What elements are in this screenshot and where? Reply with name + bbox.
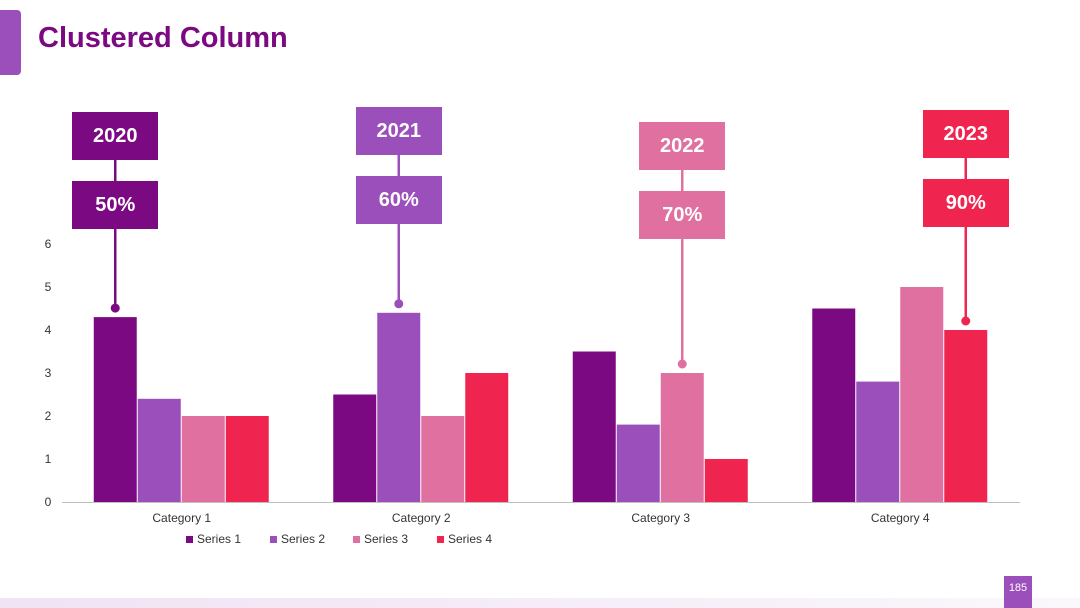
bar-4-2 — [465, 373, 509, 502]
bar-3-1 — [181, 416, 225, 502]
callout-dot-4 — [961, 316, 971, 326]
bar-2-2 — [377, 312, 421, 502]
callout-year-4: 2023 — [922, 110, 1009, 158]
callout-percent-2: 60% — [355, 176, 442, 224]
bar-4-3 — [704, 459, 748, 502]
x-tick-label: Category 2 — [392, 511, 451, 525]
bar-1-1 — [93, 317, 137, 502]
legend-swatch-3 — [353, 536, 360, 543]
callout-percent-4: 90% — [922, 179, 1009, 227]
y-tick-label: 3 — [45, 366, 52, 380]
bar-2-3 — [616, 424, 660, 502]
x-tick-label: Category 4 — [871, 511, 930, 525]
page-title: Clustered Column — [38, 22, 288, 54]
bar-3-2 — [421, 416, 465, 502]
footer-band — [0, 598, 1080, 608]
legend-label-1: Series 1 — [197, 532, 241, 546]
callout-percent-3: 70% — [639, 191, 726, 239]
bar-4-4 — [944, 330, 988, 502]
callout-dot-2 — [394, 299, 404, 309]
y-tick-label: 5 — [45, 280, 52, 294]
legend-swatch-4 — [437, 536, 444, 543]
x-tick-label: Category 3 — [631, 511, 690, 525]
bar-4-1 — [225, 416, 269, 502]
bar-1-3 — [572, 351, 616, 502]
legend-label-3: Series 3 — [364, 532, 408, 546]
legend-swatch-1 — [186, 536, 193, 543]
bar-1-4 — [812, 308, 856, 502]
y-tick-label: 6 — [45, 237, 52, 251]
legend-label-4: Series 4 — [448, 532, 492, 546]
callout-dot-1 — [110, 303, 120, 313]
callout-year-3: 2022 — [639, 122, 726, 170]
bar-3-3 — [660, 373, 704, 502]
page-number: 185 — [1004, 576, 1032, 608]
bar-1-2 — [333, 394, 377, 502]
y-tick-label: 2 — [45, 409, 52, 423]
callout-year-1: 2020 — [72, 112, 159, 160]
legend-label-2: Series 2 — [281, 532, 325, 546]
bar-3-4 — [900, 287, 944, 502]
clustered-column-chart: 0 1 2 3 4 5 6 Category 1 Category 2 Category 3 Cat… — [45, 155, 1020, 546]
callout-year-2: 2021 — [355, 107, 442, 155]
y-tick-label: 0 — [45, 495, 52, 509]
bar-2-4 — [856, 381, 900, 502]
callout-percent-1: 50% — [72, 181, 159, 229]
callout-dot-3 — [677, 359, 687, 369]
x-tick-label: Category 1 — [152, 511, 211, 525]
y-tick-label: 1 — [45, 452, 52, 466]
legend-swatch-2 — [270, 536, 277, 543]
y-tick-label: 4 — [45, 323, 52, 337]
title-accent-tab — [0, 10, 21, 75]
bar-2-1 — [137, 398, 181, 502]
